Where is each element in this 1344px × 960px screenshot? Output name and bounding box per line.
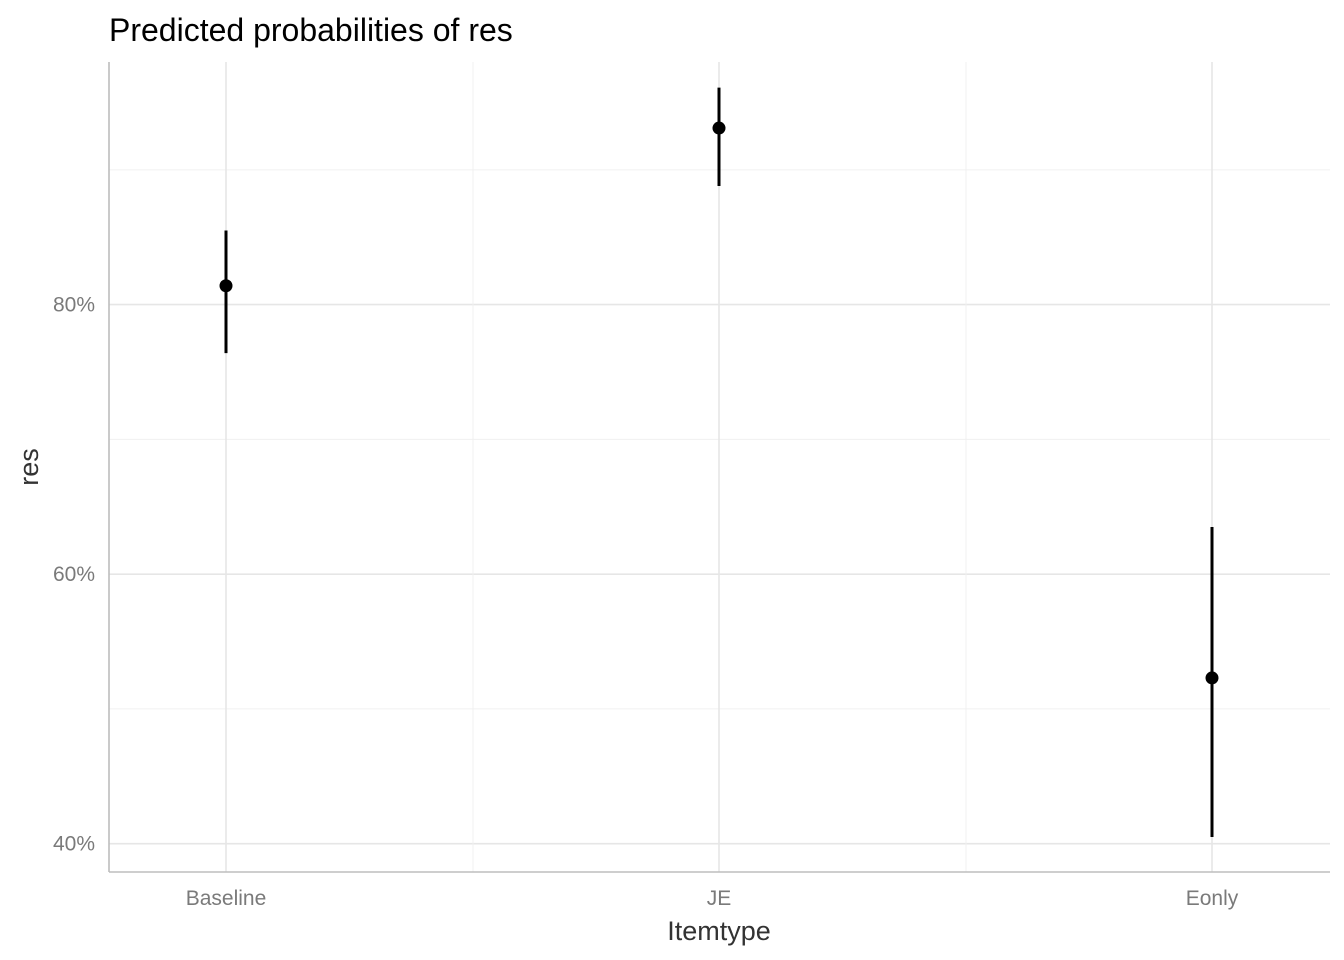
y-axis-title: res [14, 448, 44, 486]
x-tick-label: Baseline [186, 887, 267, 910]
mark-layer [219, 87, 1219, 837]
y-tick-label: 40% [53, 833, 95, 856]
y-tick-label: 60% [53, 563, 95, 586]
point-je [712, 121, 726, 135]
x-tick-label: JE [707, 887, 732, 910]
chart-title: Predicted probabilities of res [109, 12, 513, 48]
point-baseline [219, 279, 233, 293]
point-eonly [1205, 671, 1219, 685]
tick-label-layer: 40% 60% 80% Baseline JE Eonly [53, 294, 1239, 910]
y-tick-label: 80% [53, 294, 95, 317]
grid-layer [109, 62, 1330, 872]
x-axis-title: Itemtype [667, 916, 771, 946]
x-tick-label: Eonly [1186, 887, 1239, 910]
